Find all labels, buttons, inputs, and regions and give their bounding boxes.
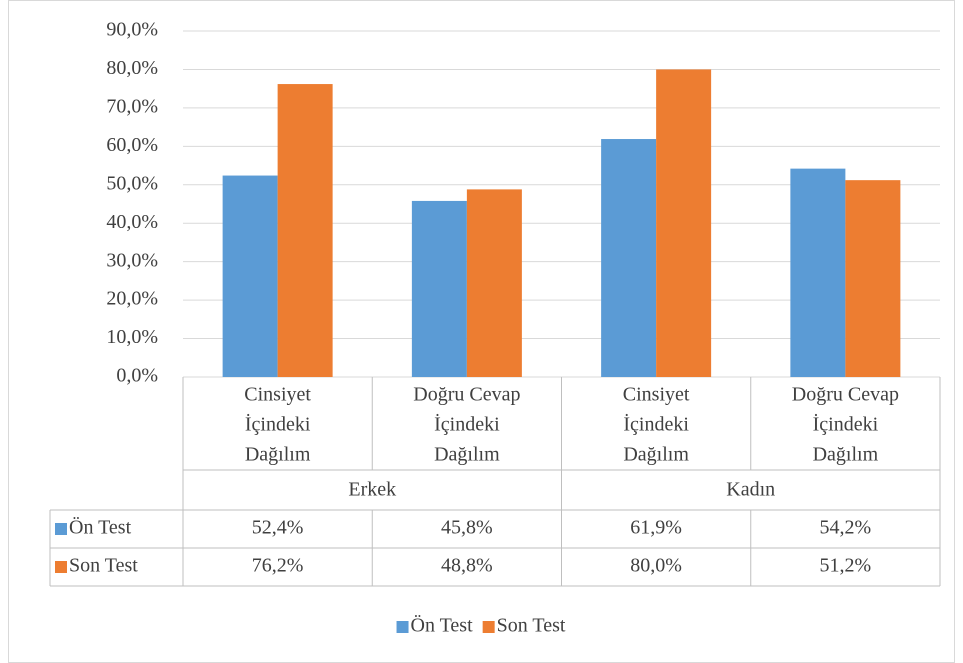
y-tick-label: 10,0% xyxy=(106,326,158,348)
x-tick-label: Dağılım xyxy=(245,444,311,466)
table-legend-key xyxy=(55,523,67,535)
value-label: 48,8% xyxy=(441,555,493,577)
value-label: 51,2% xyxy=(820,555,872,577)
legend-label: Son Test xyxy=(497,615,566,637)
x-tick-label: Doğru Cevap xyxy=(413,384,520,406)
x-tick-label: İçindeki xyxy=(813,413,879,436)
x-tick-label: Dağılım xyxy=(434,444,500,466)
x-tick-label: Cinsiyet xyxy=(244,384,311,406)
bar xyxy=(466,189,522,377)
y-tick-label: 0,0% xyxy=(116,365,158,387)
y-tick-label: 50,0% xyxy=(106,172,158,194)
y-tick-label: 30,0% xyxy=(106,249,158,271)
y-tick-label: 70,0% xyxy=(106,95,158,117)
x-tick-label: Dağılım xyxy=(813,444,879,466)
table-legend-key xyxy=(55,561,67,573)
bar xyxy=(790,168,846,377)
y-tick-label: 40,0% xyxy=(106,211,158,233)
bar xyxy=(845,180,901,377)
value-label: 76,2% xyxy=(252,555,304,577)
value-label: 54,2% xyxy=(820,517,872,539)
bar xyxy=(601,139,657,377)
x-tick-label: Dağılım xyxy=(623,444,689,466)
value-label: 45,8% xyxy=(441,517,493,539)
y-tick-label: 60,0% xyxy=(106,134,158,156)
x-tick-label: İçindeki xyxy=(434,413,500,436)
x-tick-label: İçindeki xyxy=(245,413,311,436)
legend-label: Ön Test xyxy=(411,614,474,637)
legend-key xyxy=(482,621,495,633)
x-tick-label: Doğru Cevap xyxy=(792,384,899,406)
table-row-header: Son Test xyxy=(69,555,138,577)
bar xyxy=(277,84,333,377)
bar xyxy=(222,175,278,377)
y-tick-label: 20,0% xyxy=(106,288,158,310)
legend-key xyxy=(396,621,409,633)
value-label: 61,9% xyxy=(630,517,682,539)
value-label: 52,4% xyxy=(252,517,304,539)
value-label: 80,0% xyxy=(630,555,682,577)
table-row-header: Ön Test xyxy=(69,516,132,539)
y-tick-label: 80,0% xyxy=(106,57,158,79)
x-tick-label: İçindeki xyxy=(623,413,689,436)
x-tick-label: Cinsiyet xyxy=(623,384,690,406)
group-label: Kadın xyxy=(726,479,775,501)
bar xyxy=(411,200,467,377)
y-tick-label: 90,0% xyxy=(106,19,158,41)
group-label: Erkek xyxy=(348,479,396,501)
bar xyxy=(656,69,712,377)
